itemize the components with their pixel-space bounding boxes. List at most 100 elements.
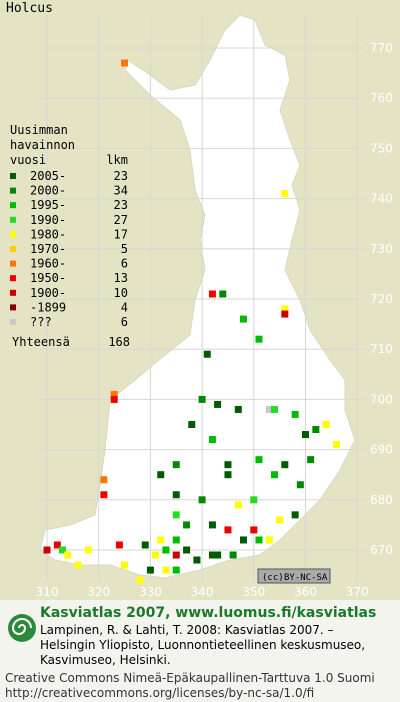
logo: [8, 614, 36, 642]
occurrence-square: [53, 541, 61, 549]
y-tick-label: 690: [370, 443, 393, 457]
legend-label: 2000-: [30, 184, 66, 198]
occurrence-square: [234, 501, 242, 509]
citation-line: Lampinen, R. & Lahti, T. 2008: Kasviatla…: [40, 623, 334, 637]
x-tick-label: 360: [294, 585, 317, 599]
occurrence-square: [136, 576, 144, 584]
occurrence-square: [152, 551, 160, 559]
legend-count: 17: [114, 227, 128, 241]
legend-swatch: [10, 304, 16, 311]
y-tick-label: 760: [370, 91, 393, 105]
occurrence-square: [281, 310, 289, 318]
y-tick-label: 740: [370, 192, 393, 206]
finland-outline: [39, 14, 356, 579]
legend-count: 27: [114, 213, 128, 227]
legend-swatch: [10, 216, 16, 223]
license-line: Creative Commons Nimeä-Epäkaupallinen-Ta…: [5, 671, 375, 685]
legend-label: 1960-: [30, 257, 66, 271]
occurrence-square: [162, 566, 170, 574]
occurrence-square: [188, 421, 196, 428]
occurrence-square: [312, 426, 320, 434]
x-tick-label: 350: [242, 585, 265, 599]
legend-label: 1995-: [30, 198, 66, 212]
occurrence-square: [64, 551, 72, 559]
x-tick-label: 370: [346, 585, 369, 599]
legend-swatch: [10, 289, 16, 296]
legend-count: 5: [121, 242, 128, 256]
occurrence-square: [157, 536, 165, 544]
occurrence-square: [162, 546, 170, 554]
occurrence-square: [172, 551, 180, 559]
occurrence-square: [322, 421, 330, 428]
legend-label: -1899: [30, 300, 66, 314]
citation-line: Kasvimuseo, Helsinki.: [40, 653, 171, 667]
occurrence-square: [307, 456, 315, 464]
legend-heading: vuosi: [10, 153, 46, 167]
occurrence-square: [281, 461, 289, 469]
y-tick-label: 730: [370, 242, 393, 256]
y-tick-label: 710: [370, 342, 393, 356]
occurrence-square: [208, 436, 216, 444]
legend-label: 1990-: [30, 213, 66, 227]
legend-label: 1970-: [30, 242, 66, 256]
license-line: http://creativecommons.org/licenses/by-n…: [5, 686, 315, 700]
legend-count-heading: lkm: [106, 153, 128, 167]
occurrence-square: [172, 461, 180, 469]
legend-label: ???: [30, 315, 52, 329]
legend-heading: Uusimman: [10, 123, 68, 137]
occurrence-square: [214, 551, 222, 559]
occurrence-square: [100, 476, 108, 484]
occurrence-square: [250, 526, 258, 534]
y-tick-label: 750: [370, 141, 393, 155]
badge-text: BY-NC-SA: [284, 573, 328, 583]
legend-count: 10: [114, 286, 128, 300]
occurrence-square: [255, 456, 263, 464]
legend-count: 23: [114, 169, 128, 183]
occurrence-square: [224, 526, 232, 534]
legend-swatch: [10, 246, 16, 252]
legend-label: 1900-: [30, 286, 66, 300]
occurrence-square: [121, 59, 129, 67]
occurrence-square: [224, 471, 232, 479]
occurrence-square: [208, 551, 216, 559]
occurrence-square: [183, 521, 191, 529]
occurrence-square: [265, 536, 273, 544]
legend-swatch: [10, 187, 16, 194]
occurrence-square: [239, 536, 247, 544]
occurrence-square: [141, 541, 149, 549]
occurrence-square: [172, 511, 180, 519]
occurrence-square: [229, 551, 237, 559]
occurrence-square: [172, 566, 180, 574]
legend-swatch: [10, 275, 16, 282]
x-tick-label: 340: [191, 585, 214, 599]
map: Holcus (cc) BY-NC-SA 310 320 330 340 350 360 3…: [0, 0, 400, 600]
legend-swatch: [10, 202, 16, 209]
legend-count: 6: [121, 257, 128, 271]
x-tick-label: 310: [36, 585, 59, 599]
occurrence-square: [100, 491, 108, 499]
occurrence-square: [255, 536, 263, 544]
occurrence-square: [250, 496, 258, 504]
occurrence-square: [208, 521, 216, 529]
legend-count: 4: [121, 300, 128, 314]
occurrence-square: [146, 566, 154, 574]
occurrence-square: [84, 546, 92, 554]
occurrence-square: [234, 405, 242, 413]
occurrence-square: [110, 390, 118, 398]
legend-label: 1950-: [30, 271, 66, 285]
occurrence-square: [157, 471, 165, 479]
occurrence-square: [224, 461, 232, 469]
occurrence-square: [110, 395, 118, 403]
occurrence-square: [276, 516, 284, 524]
legend-count: 6: [121, 315, 128, 329]
occurrence-square: [172, 536, 180, 544]
map-title: Holcus: [6, 1, 53, 16]
occurrence-square: [270, 405, 278, 413]
occurrence-square: [121, 561, 129, 569]
occurrence-square: [265, 405, 273, 413]
occurrence-square: [193, 556, 201, 564]
x-tick-label: 320: [87, 585, 110, 599]
occurrence-square: [198, 496, 206, 504]
legend-swatch: [10, 173, 16, 179]
